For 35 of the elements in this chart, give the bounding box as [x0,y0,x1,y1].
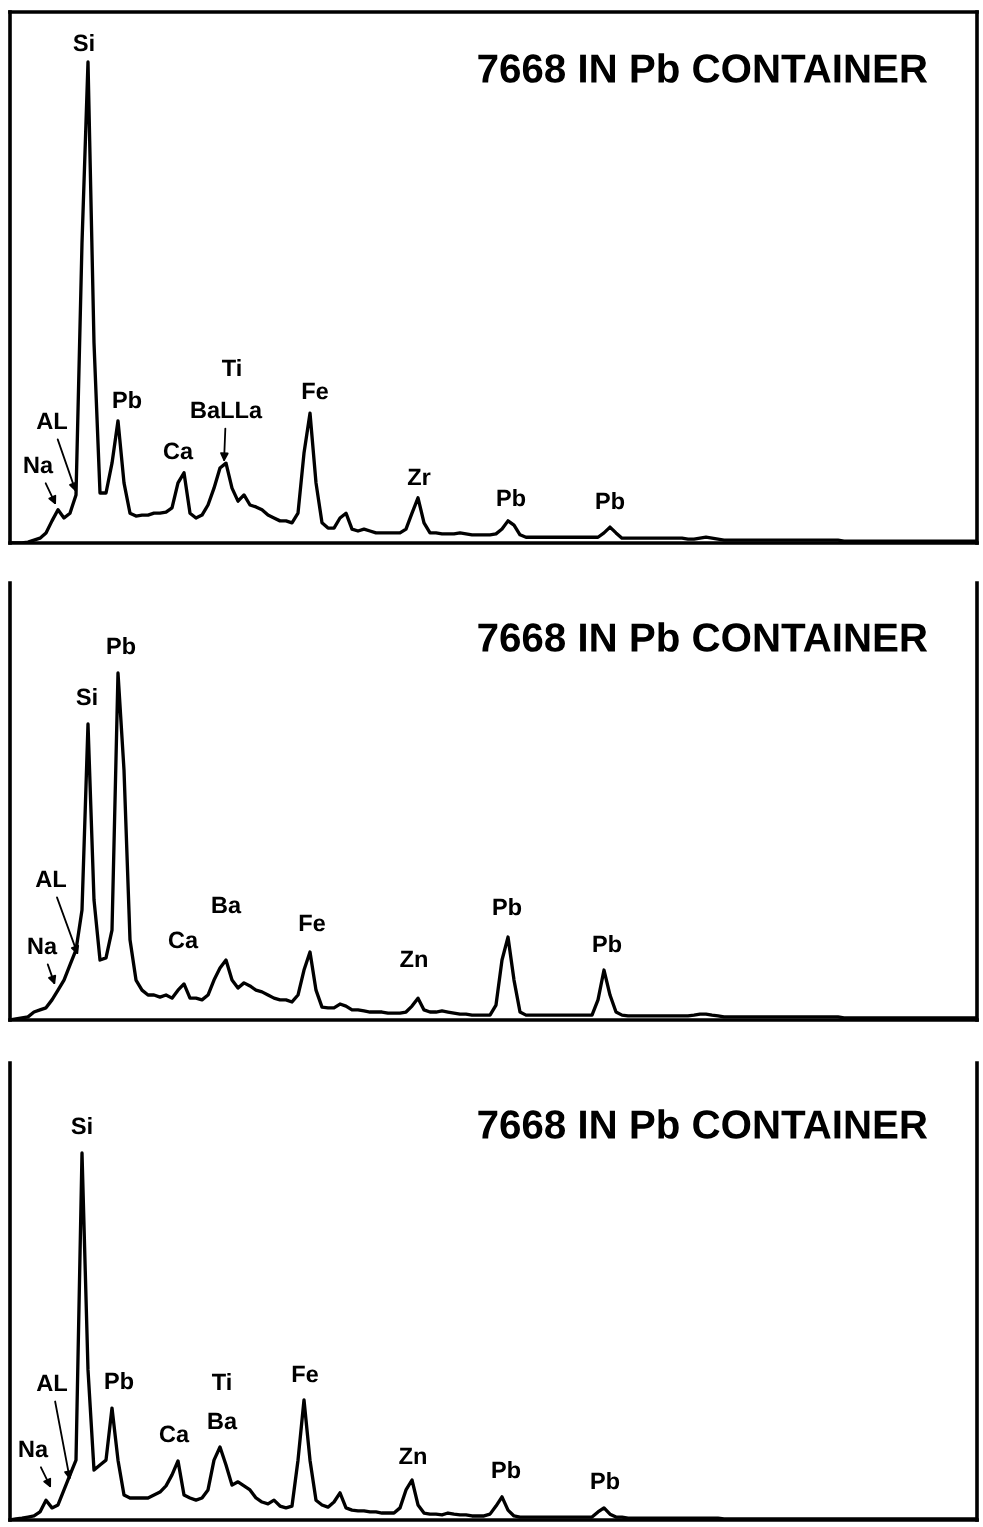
annotation: Zr [407,468,431,486]
annotation: Zn [399,1447,426,1465]
annotation: Pb [113,391,142,409]
annotation: BaLLa [191,401,263,419]
annotation: AL [36,1374,68,1392]
annotation: Na [24,456,54,474]
annotation: Pb [492,1460,521,1479]
text: Si [73,34,94,52]
annotation: Ca [163,442,194,460]
annotation: Si [76,687,97,706]
annotation: Pb [105,1371,134,1390]
annotation: Fe [299,914,325,932]
annotation: Ba [208,1412,238,1430]
text: Pb [107,636,136,655]
annotation: Ca [168,931,199,949]
annotation: AL [35,870,67,888]
annotation: Na [19,1440,49,1458]
annotation: Pb [497,489,526,507]
annotation: AL [36,412,68,430]
annotation: Fe [302,382,328,400]
annotation: Pb [596,492,625,510]
chart-title: 7668 IN Pb CONTAINER [478,622,928,652]
annotation: Pb [593,935,622,953]
annotation: Ti [221,359,241,377]
annotation: Ba [212,896,242,914]
chart-title: 7668 IN Pb CONTAINER [478,1109,928,1139]
annotation: Pb [591,1472,620,1490]
text: Si [71,1116,92,1135]
chart-title: 7668 IN Pb CONTAINER [478,53,928,83]
annotation: Na [28,937,58,955]
annotation: Ti [211,1372,231,1391]
annotation: Ca [159,1425,190,1443]
annotation: Fe [292,1365,318,1383]
annotation: Zn [400,950,427,968]
annotation: Pb [493,898,522,916]
